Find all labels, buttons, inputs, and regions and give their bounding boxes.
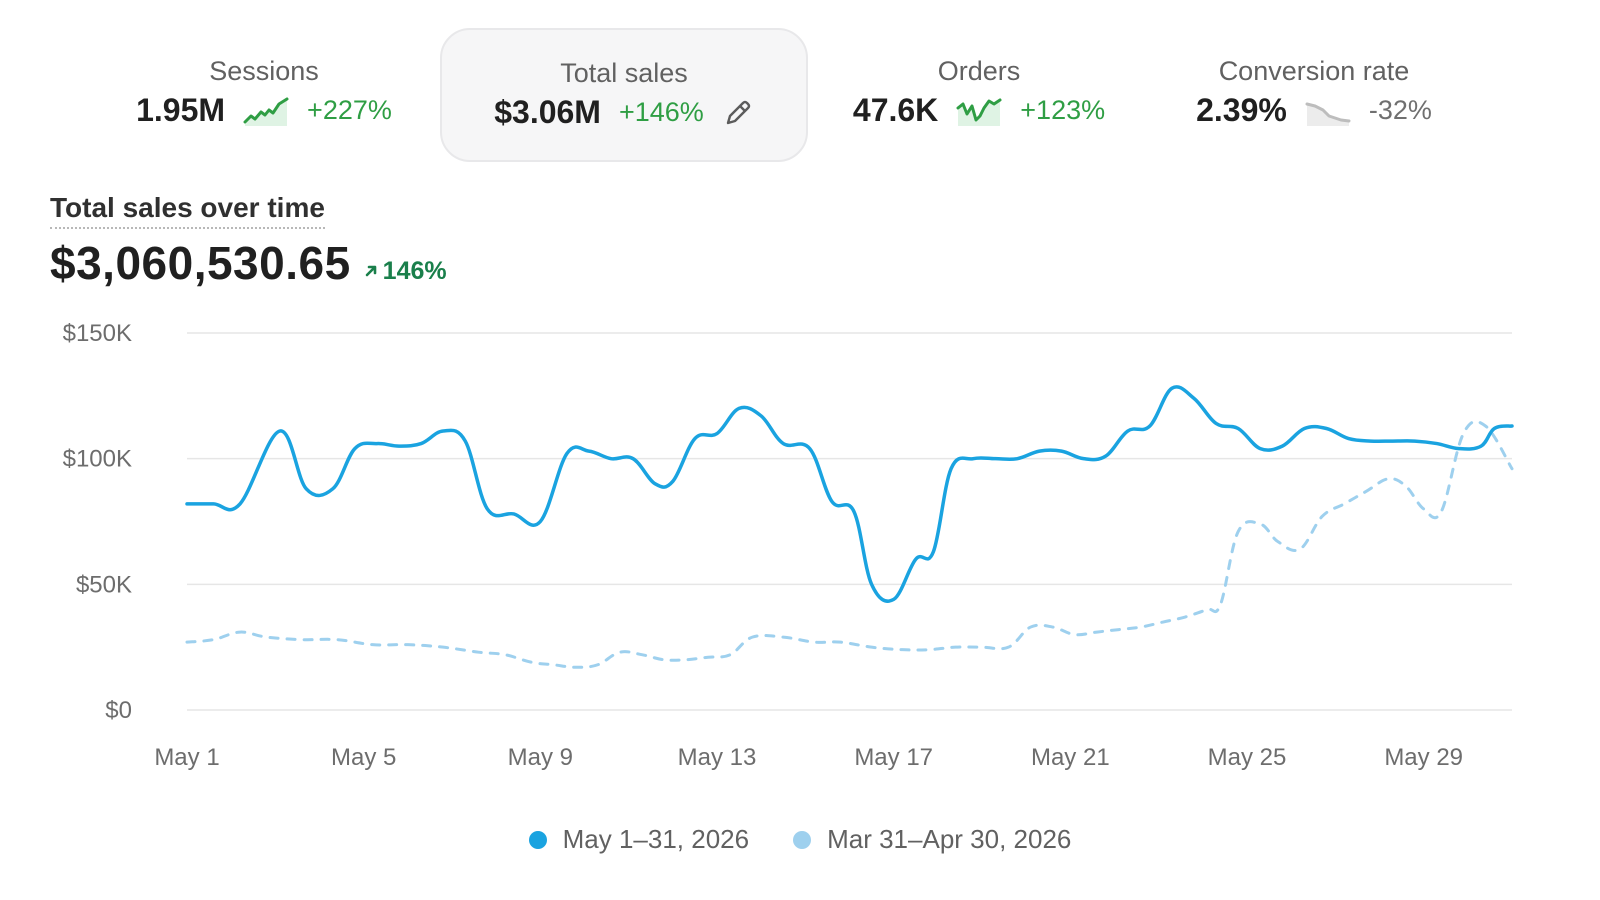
x-tick-label: May 9 — [508, 744, 573, 771]
metric-value: 47.6K — [852, 92, 939, 128]
metric-card-total-sales[interactable]: Total sales $3.06M +146% — [440, 28, 808, 162]
sales-line-chart[interactable]: $0 $50K $100K $150K May 1 May 5 May 9 May 13 May… — [0, 300, 1600, 800]
chart-title[interactable]: Total sales over time — [50, 192, 325, 229]
x-tick-label: May 17 — [854, 744, 933, 771]
metric-value: 2.39% — [1196, 92, 1287, 128]
x-tick-label: May 29 — [1384, 744, 1463, 771]
metric-label: Conversion rate — [1218, 56, 1410, 86]
chart-total-change: 146% — [363, 257, 447, 286]
trend-up-sparkline-icon — [956, 96, 1002, 126]
metric-label: Sessions — [209, 56, 319, 86]
metrics-bar: Sessions 1.95M +227% Total sales $3.06M … — [0, 0, 1600, 180]
legend-dot-comparison — [793, 830, 812, 849]
legend-label-comparison: Mar 31–Apr 30, 2026 — [827, 824, 1072, 854]
x-tick-label: May 1 — [154, 744, 219, 771]
trend-down-sparkline-icon — [1305, 96, 1351, 126]
chart-legend: May 1–31, 2026 Mar 31–Apr 30, 2026 — [0, 824, 1600, 855]
chart-total-value: $3,060,530.65 — [50, 237, 351, 289]
x-tick-label: May 13 — [678, 744, 757, 771]
legend-dot-current — [528, 830, 547, 849]
legend-label-current: May 1–31, 2026 — [562, 824, 750, 854]
metric-change: +146% — [618, 97, 704, 127]
metric-value: 1.95M — [136, 92, 226, 128]
metric-card-orders[interactable]: Orders 47.6K +123% — [795, 28, 1163, 162]
y-tick-label: $150K — [63, 320, 132, 347]
metric-card-sessions[interactable]: Sessions 1.95M +227% — [80, 28, 448, 162]
metric-value: $3.06M — [494, 94, 601, 130]
metric-label: Orders — [937, 56, 1021, 86]
x-tick-label: May 21 — [1031, 744, 1110, 771]
y-tick-label: $0 — [105, 697, 132, 724]
y-tick-label: $100K — [63, 446, 132, 473]
chart-total-row: $3,060,530.65 146% — [50, 236, 447, 290]
metric-label: Total sales — [560, 58, 688, 88]
legend-item-current[interactable]: May 1–31, 2026 — [528, 824, 750, 855]
metric-change: +227% — [307, 95, 392, 125]
x-tick-label: May 5 — [331, 744, 396, 771]
legend-item-comparison[interactable]: Mar 31–Apr 30, 2026 — [793, 824, 1071, 855]
arrow-up-right-icon — [365, 265, 376, 277]
series-line-current — [185, 385, 1514, 603]
metric-card-conversion-rate[interactable]: Conversion rate 2.39% -32% — [1130, 28, 1498, 162]
series-line-comparison — [185, 420, 1514, 669]
metric-change: -32% — [1368, 95, 1432, 125]
pencil-icon[interactable] — [722, 97, 754, 129]
x-tick-label: May 25 — [1208, 744, 1287, 771]
chart-total-change-value: 146% — [382, 256, 447, 285]
trend-up-sparkline-icon — [243, 96, 289, 126]
y-tick-label: $50K — [76, 571, 132, 598]
metric-change: +123% — [1020, 95, 1106, 125]
